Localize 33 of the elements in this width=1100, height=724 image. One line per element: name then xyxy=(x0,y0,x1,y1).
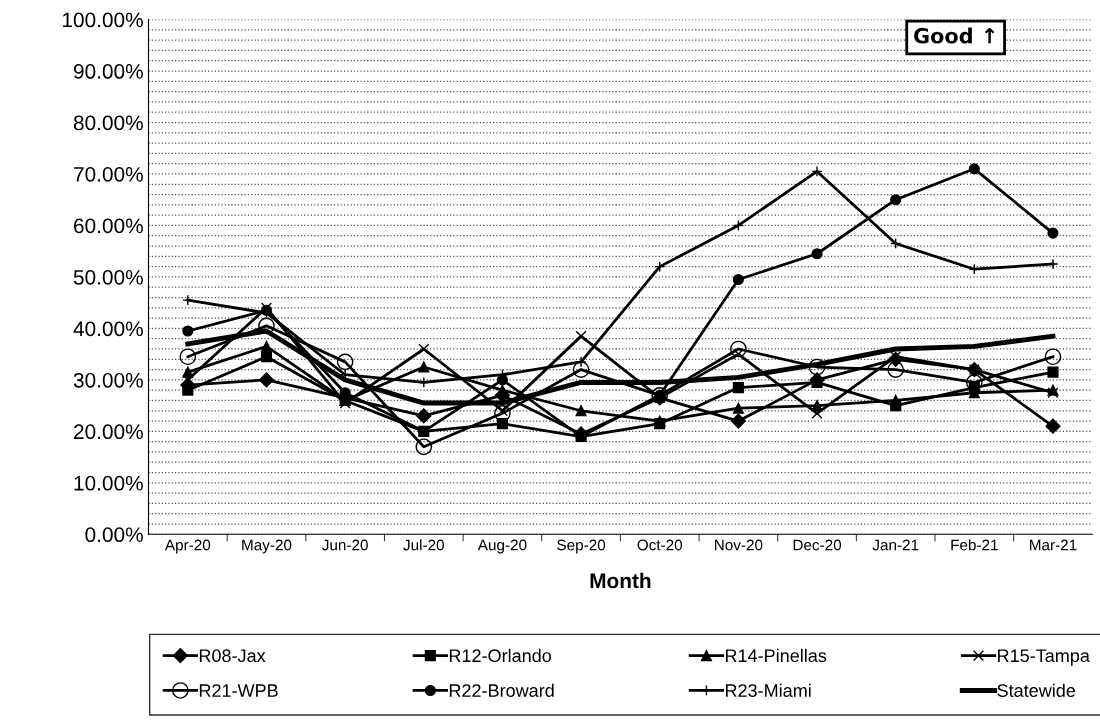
legend-label: R23-Miami xyxy=(725,683,811,697)
x-axis-title: Month xyxy=(590,572,651,589)
y-tick-label: 70.00% xyxy=(74,166,143,182)
y-tick-label: 80.00% xyxy=(73,115,143,131)
legend-label: R15-Tampa xyxy=(998,649,1090,666)
x-tick-label: Feb-21 xyxy=(951,539,998,551)
y-tick-label: 40.00% xyxy=(73,321,143,337)
legend-label: R08-Jax xyxy=(199,649,266,663)
x-tick-label: Aug-20 xyxy=(477,539,527,554)
legend-label: Statewide xyxy=(997,683,1076,697)
y-tick-label: 90.00% xyxy=(73,64,143,79)
x-tick-label: May-20 xyxy=(242,539,292,554)
x-tick-label: Apr-20 xyxy=(164,539,211,554)
y-tick-label: 100.00% xyxy=(62,12,143,28)
y-tick-label: 10.00% xyxy=(74,475,143,491)
x-tick-label: Jul-20 xyxy=(403,539,444,551)
x-tick-label: Nov-20 xyxy=(715,539,763,551)
x-tick-label: Dec-20 xyxy=(793,539,842,551)
legend-label: R14-Pinellas xyxy=(725,648,827,663)
x-tick-label: Jun-20 xyxy=(322,539,368,551)
y-tick-label: 50.00% xyxy=(73,269,143,285)
x-tick-label: Jan-21 xyxy=(872,539,919,551)
x-tick-label: Sep-20 xyxy=(557,539,606,554)
y-tick-label: 60.00% xyxy=(74,218,143,234)
annotation: Good ↑ xyxy=(914,27,995,44)
y-tick-label: 0.00% xyxy=(85,527,143,543)
legend-label: R22-Broward xyxy=(449,683,554,697)
x-tick-label: Mar-21 xyxy=(1030,539,1077,551)
y-tick-label: 30.00% xyxy=(73,372,143,388)
legend-label: R21-WPB xyxy=(199,684,278,697)
legend-label: R12-Orlando xyxy=(449,648,552,663)
x-tick-label: Oct-20 xyxy=(637,539,683,551)
y-tick-label: 20.00% xyxy=(74,424,143,440)
